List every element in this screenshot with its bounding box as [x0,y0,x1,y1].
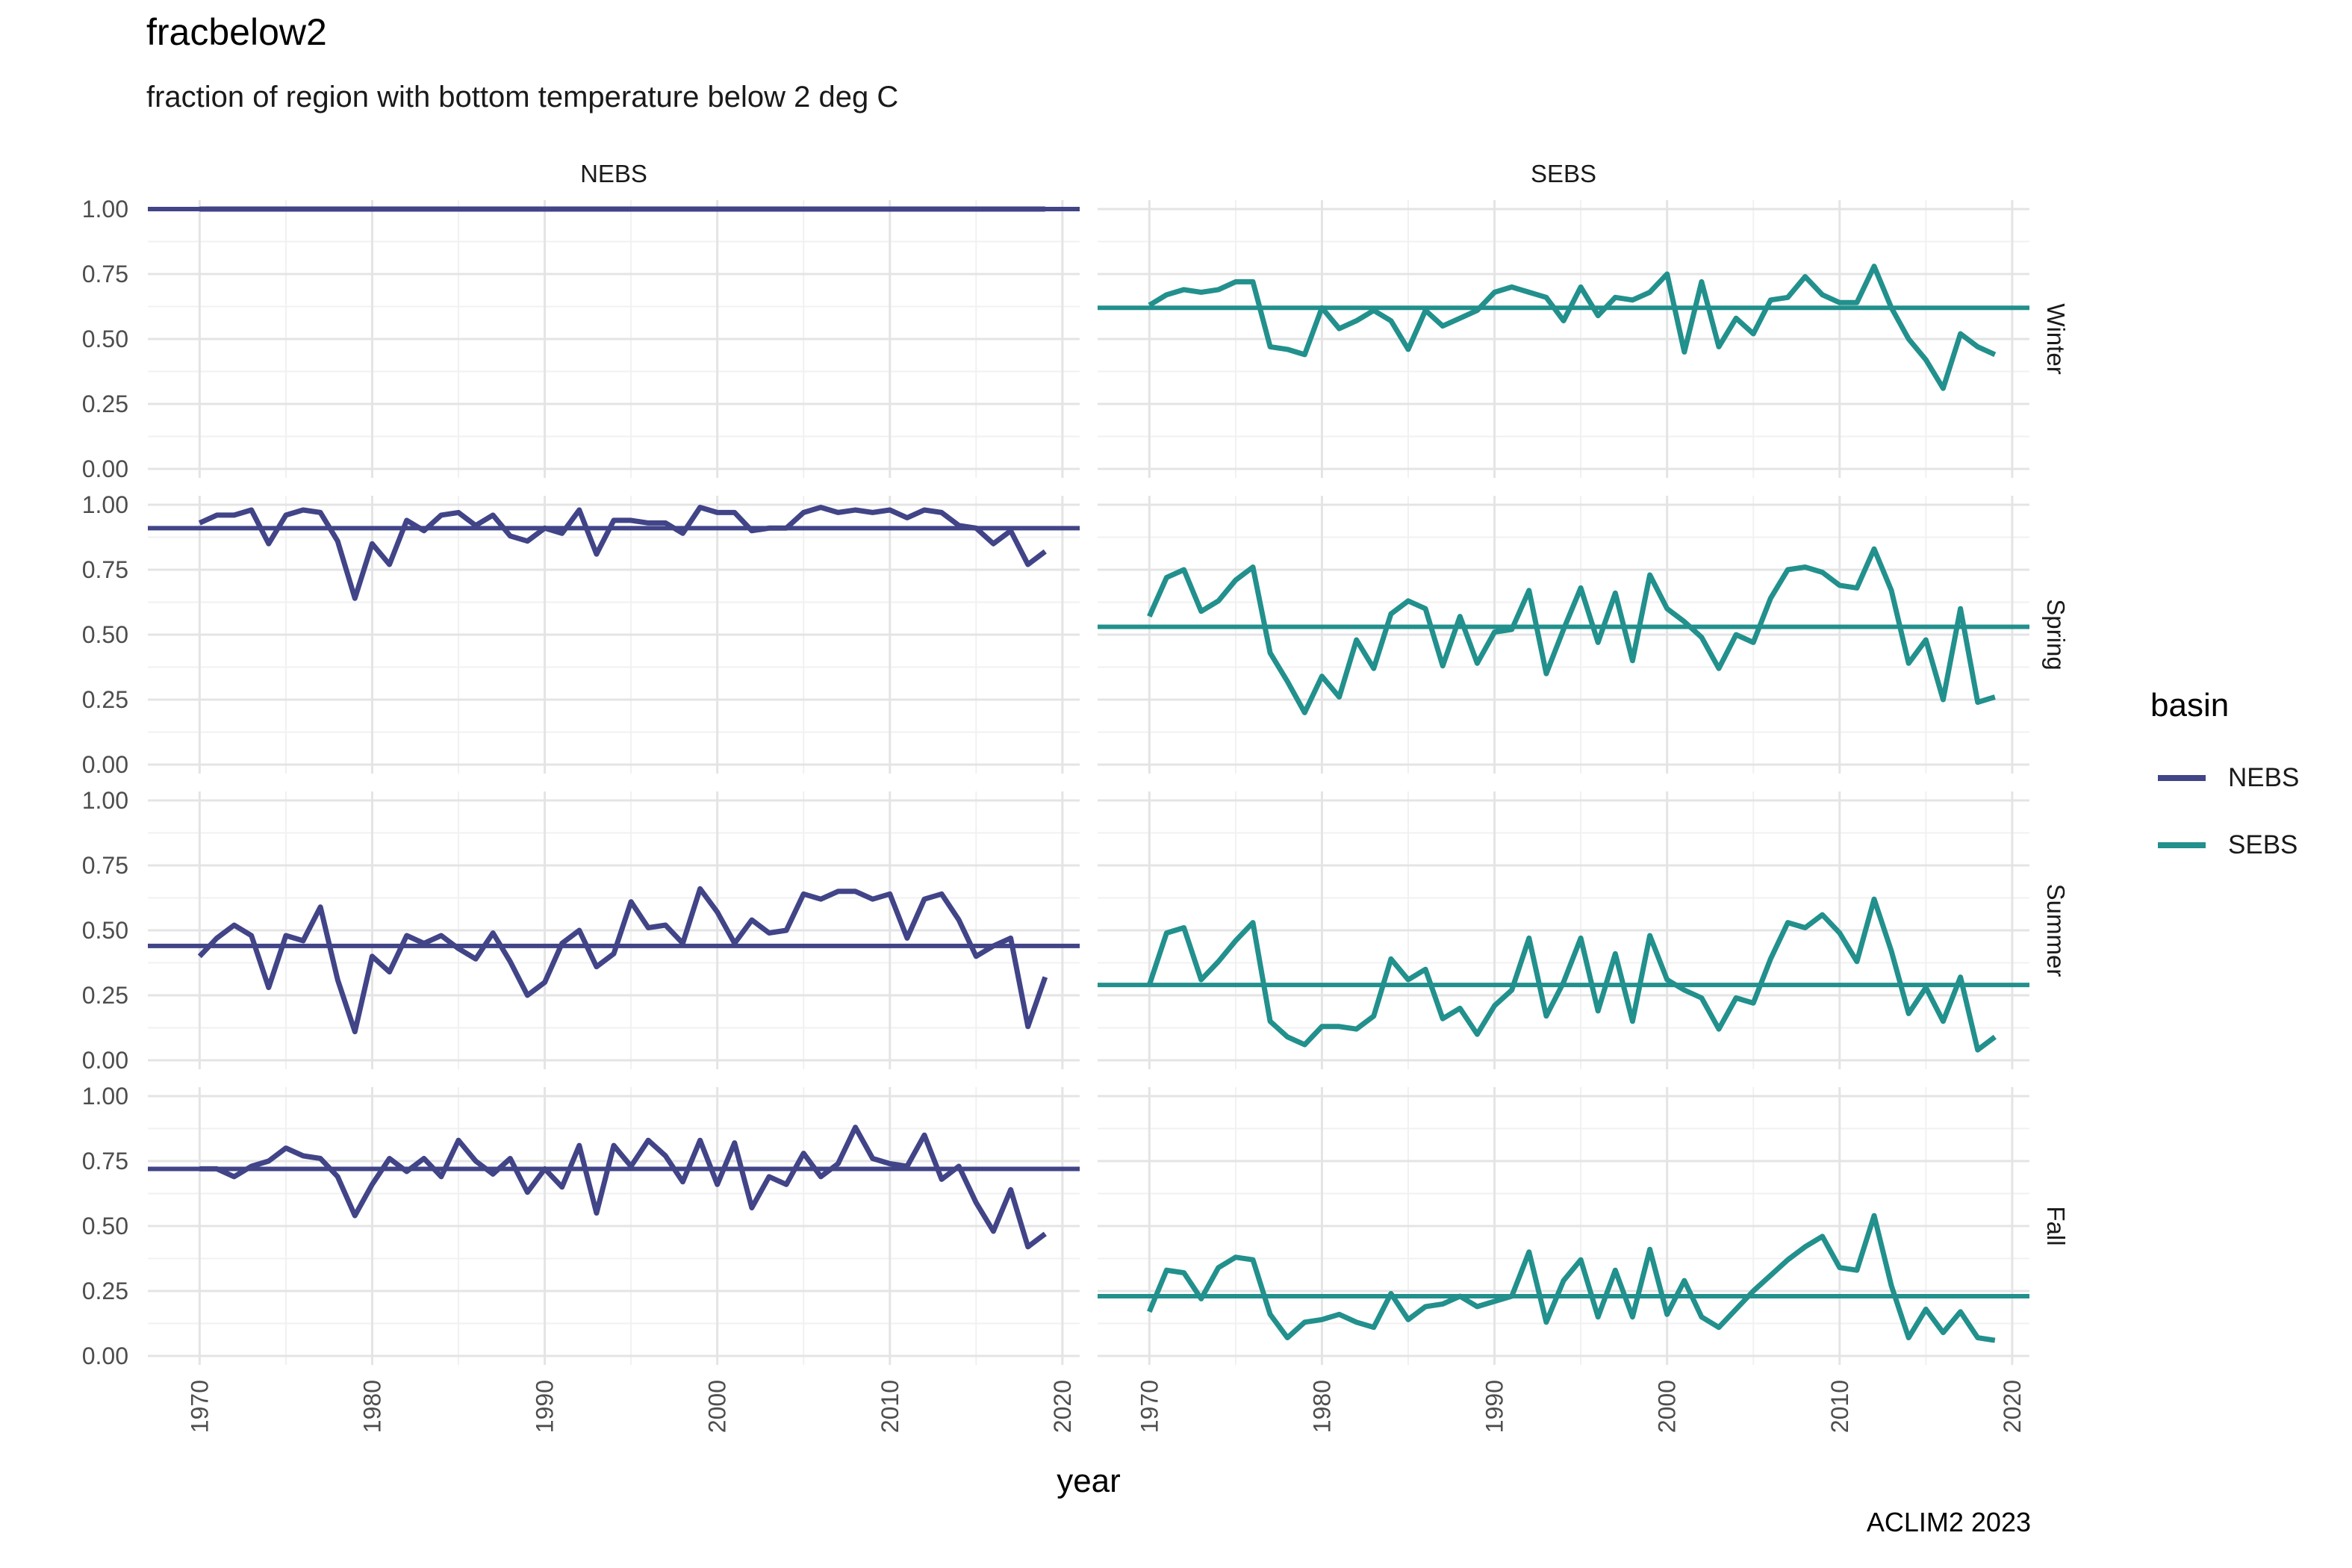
y-tick-label-spring: 0.50 [82,621,128,648]
chart-subtitle: fraction of region with bottom temperatu… [146,81,899,113]
facet-strip-fall: Fall [2042,1206,2070,1245]
legend-label-sebs: SEBS [2228,830,2298,859]
series-line-sebs-winter [1148,264,1997,391]
y-tick-label-winter: 0.25 [82,391,128,417]
facet-strip-sebs: SEBS [1531,160,1596,187]
x-tick-label-nebs: 1980 [358,1380,385,1433]
y-tick-label-winter: 0.00 [82,455,128,482]
y-tick-label-spring: 0.00 [82,751,128,778]
legend-item-nebs: NEBS [2158,756,2299,800]
x-tick-label-nebs: 2000 [704,1380,731,1433]
x-tick-label-sebs: 1970 [1136,1380,1163,1433]
y-tick-label-summer: 1.00 [82,787,128,814]
y-tick-label-summer: 0.25 [82,982,128,1009]
x-tick-label-sebs: 2000 [1654,1380,1681,1433]
facet-strip-spring: Spring [2042,599,2070,670]
panel-sebs-summer [1098,791,2029,1069]
x-tick-label-nebs: 2010 [877,1380,903,1433]
y-tick-label-summer: 0.75 [82,852,128,879]
chart-caption: ACLIM2 2023 [1866,1507,2031,1537]
y-tick-label-winter: 0.75 [82,261,128,287]
y-tick-label-fall: 0.00 [82,1343,128,1369]
facet-strip-winter: Winter [2042,303,2070,374]
facet-strip-summer: Summer [2042,884,2070,977]
series-line-nebs-summer [197,886,1048,1035]
x-tick-label-sebs: 2020 [1999,1380,2026,1433]
y-tick-label-summer: 0.00 [82,1047,128,1074]
y-tick-label-summer: 0.50 [82,917,128,944]
series-line-nebs-spring [198,505,1047,601]
x-axis-title: year [1057,1463,1121,1499]
panel-nebs-winter [148,200,1080,478]
legend-item-sebs: SEBS [2158,823,2297,868]
y-tick-label-winter: 1.00 [82,196,128,223]
x-tick-label-sebs: 1990 [1481,1380,1508,1433]
panel-nebs-spring [148,496,1080,774]
y-tick-label-winter: 0.50 [82,326,128,352]
panel-sebs-winter [1098,200,2029,478]
x-tick-label-nebs: 1990 [532,1380,559,1433]
series-line-sebs-fall [1147,1213,1996,1343]
x-tick-label-sebs: 2010 [1826,1380,1853,1433]
series-line-sebs-spring [1147,546,1996,715]
y-tick-label-fall: 0.25 [82,1278,128,1304]
y-tick-label-spring: 0.25 [82,686,128,713]
panel-nebs-fall [148,1087,1080,1365]
legend-key-nebs [2158,775,2206,781]
series-line-nebs-fall [199,1124,1047,1250]
panel-nebs-summer [148,791,1080,1069]
x-tick-label-nebs: 2020 [1049,1380,1076,1433]
facet-strip-nebs: NEBS [580,160,647,187]
x-tick-label-nebs: 1970 [186,1380,213,1433]
x-tick-label-sebs: 1980 [1308,1380,1335,1433]
y-tick-label-spring: 1.00 [82,491,128,518]
legend-label-nebs: NEBS [2228,763,2300,792]
series-line-sebs-summer [1146,896,1997,1053]
y-tick-label-fall: 0.50 [82,1213,128,1239]
panel-sebs-spring [1098,496,2029,774]
y-tick-label-fall: 0.75 [82,1148,128,1175]
panel-sebs-fall [1098,1087,2029,1365]
legend-key-sebs [2158,842,2206,848]
y-tick-label-fall: 1.00 [82,1083,128,1110]
chart-title: fracbelow2 [146,11,327,53]
y-tick-label-spring: 0.75 [82,556,128,583]
legend-title: basin [2150,687,2230,724]
